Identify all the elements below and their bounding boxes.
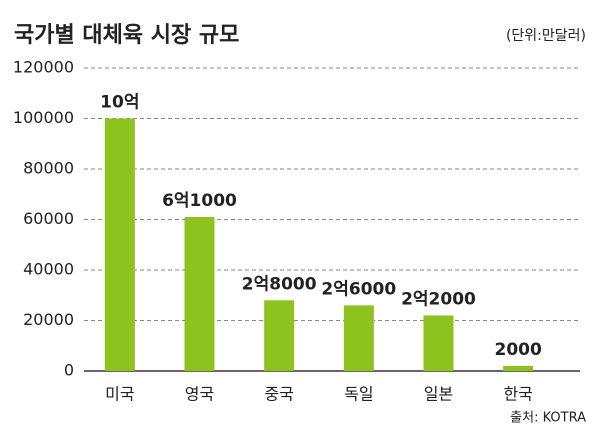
y-tick-label: 0 bbox=[64, 361, 74, 380]
value-label: 2억8000 bbox=[242, 274, 317, 294]
value-label: 2억2000 bbox=[401, 289, 476, 309]
y-tick-label: 20000 bbox=[23, 310, 74, 329]
x-tick-label: 중국 bbox=[264, 385, 293, 404]
x-tick-label: 독일 bbox=[344, 385, 373, 404]
chart-title: 국가별 대체육 시장 규모 bbox=[14, 23, 239, 48]
bar bbox=[423, 315, 454, 371]
x-tick-label: 일본 bbox=[424, 385, 453, 404]
y-tick-label: 120000 bbox=[13, 58, 74, 77]
x-tick-label: 영국 bbox=[185, 385, 214, 404]
value-label: 6억1000 bbox=[162, 191, 237, 211]
source-label: 출처: KOTRA bbox=[510, 411, 586, 426]
x-tick-label: 미국 bbox=[105, 385, 134, 404]
bar bbox=[264, 300, 295, 371]
value-label: 2억6000 bbox=[321, 279, 396, 299]
value-label: 2000 bbox=[495, 340, 542, 360]
bar bbox=[343, 305, 374, 371]
x-tick-label: 한국 bbox=[503, 385, 532, 404]
y-tick-label: 100000 bbox=[13, 108, 74, 127]
y-tick-label: 40000 bbox=[23, 260, 74, 279]
y-tick-label: 80000 bbox=[23, 159, 74, 178]
unit-label: (단위:만달러) bbox=[506, 28, 586, 44]
bar bbox=[503, 365, 534, 371]
y-tick-label: 60000 bbox=[23, 209, 74, 228]
value-label: 10억 bbox=[100, 93, 139, 113]
bar bbox=[104, 118, 135, 371]
bar bbox=[184, 216, 215, 371]
